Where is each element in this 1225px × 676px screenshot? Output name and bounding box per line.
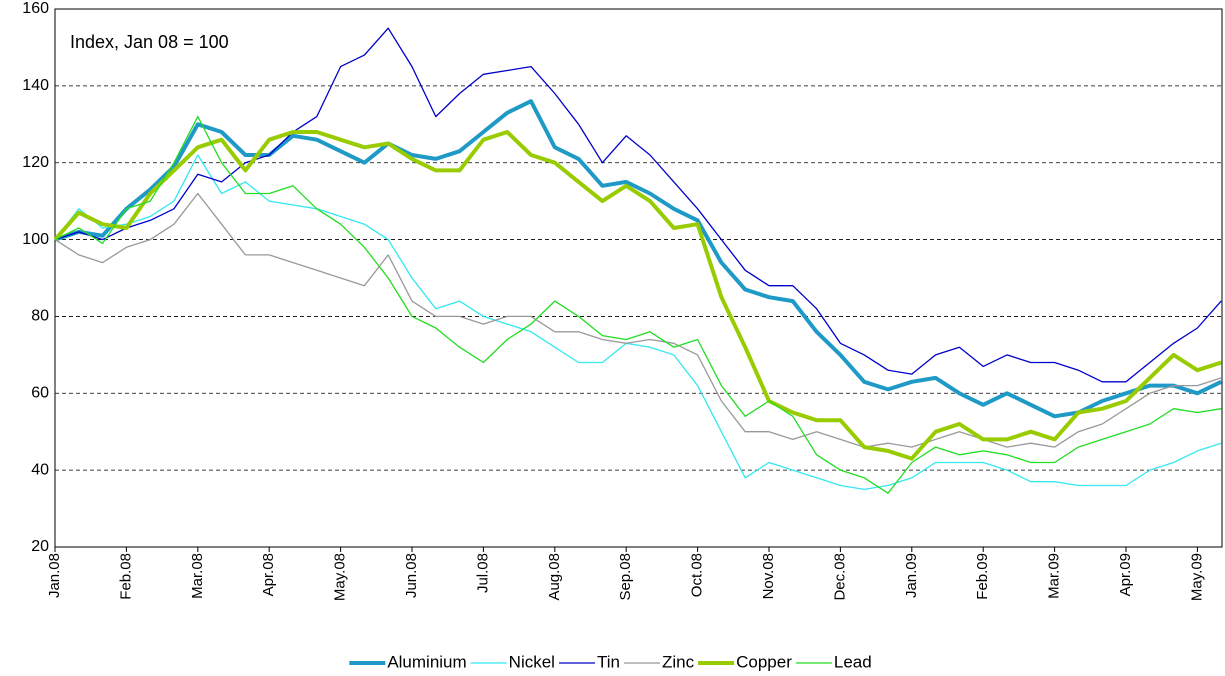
x-tick-label: Jul.08 (474, 553, 491, 593)
x-tick-label: Jun.08 (403, 553, 420, 598)
x-tick-label: Apr.09 (1117, 553, 1134, 596)
x-tick-label: Dec.08 (831, 553, 848, 601)
legend-label: Nickel (509, 652, 555, 671)
series-line (54, 115, 1222, 494)
legend-label: Copper (736, 652, 792, 671)
x-tick-label: Sep.08 (617, 553, 634, 601)
x-tick-label: Jan.08 (46, 553, 63, 598)
legend-label: Lead (834, 652, 872, 671)
y-tick-label: 160 (22, 0, 49, 17)
series-line (54, 27, 1222, 383)
x-tick-label: Feb.08 (117, 553, 134, 600)
legend-label: Zinc (662, 652, 695, 671)
y-tick-label: 20 (31, 538, 49, 555)
x-tick-label: Oct.08 (689, 553, 706, 597)
y-tick-label: 140 (22, 77, 49, 94)
plot-frame (54, 8, 1223, 548)
x-tick-label: Feb.09 (974, 553, 991, 600)
x-tick-label: Jan.09 (903, 553, 920, 598)
annotation: Index, Jan 08 = 100 (70, 32, 229, 52)
x-tick-label: Nov.08 (760, 553, 777, 599)
y-tick-label: 100 (22, 231, 49, 248)
x-tick-label: May.09 (1188, 553, 1205, 601)
x-tick-label: Mar.09 (1046, 553, 1063, 599)
y-tick-label: 40 (31, 461, 49, 478)
x-tick-label: Apr.08 (260, 553, 277, 596)
series-line (53, 130, 1222, 461)
x-tick-label: Mar.08 (189, 553, 206, 599)
legend-label: Aluminium (387, 652, 466, 671)
y-tick-label: 120 (22, 154, 49, 171)
series-line (54, 154, 1222, 491)
x-tick-label: May.08 (332, 553, 349, 601)
series-line (54, 192, 1222, 448)
series-line (54, 99, 1223, 419)
y-tick-label: 60 (31, 385, 49, 402)
y-tick-label: 80 (31, 308, 49, 325)
legend-label: Tin (597, 652, 620, 671)
x-tick-label: Aug.08 (546, 553, 563, 601)
